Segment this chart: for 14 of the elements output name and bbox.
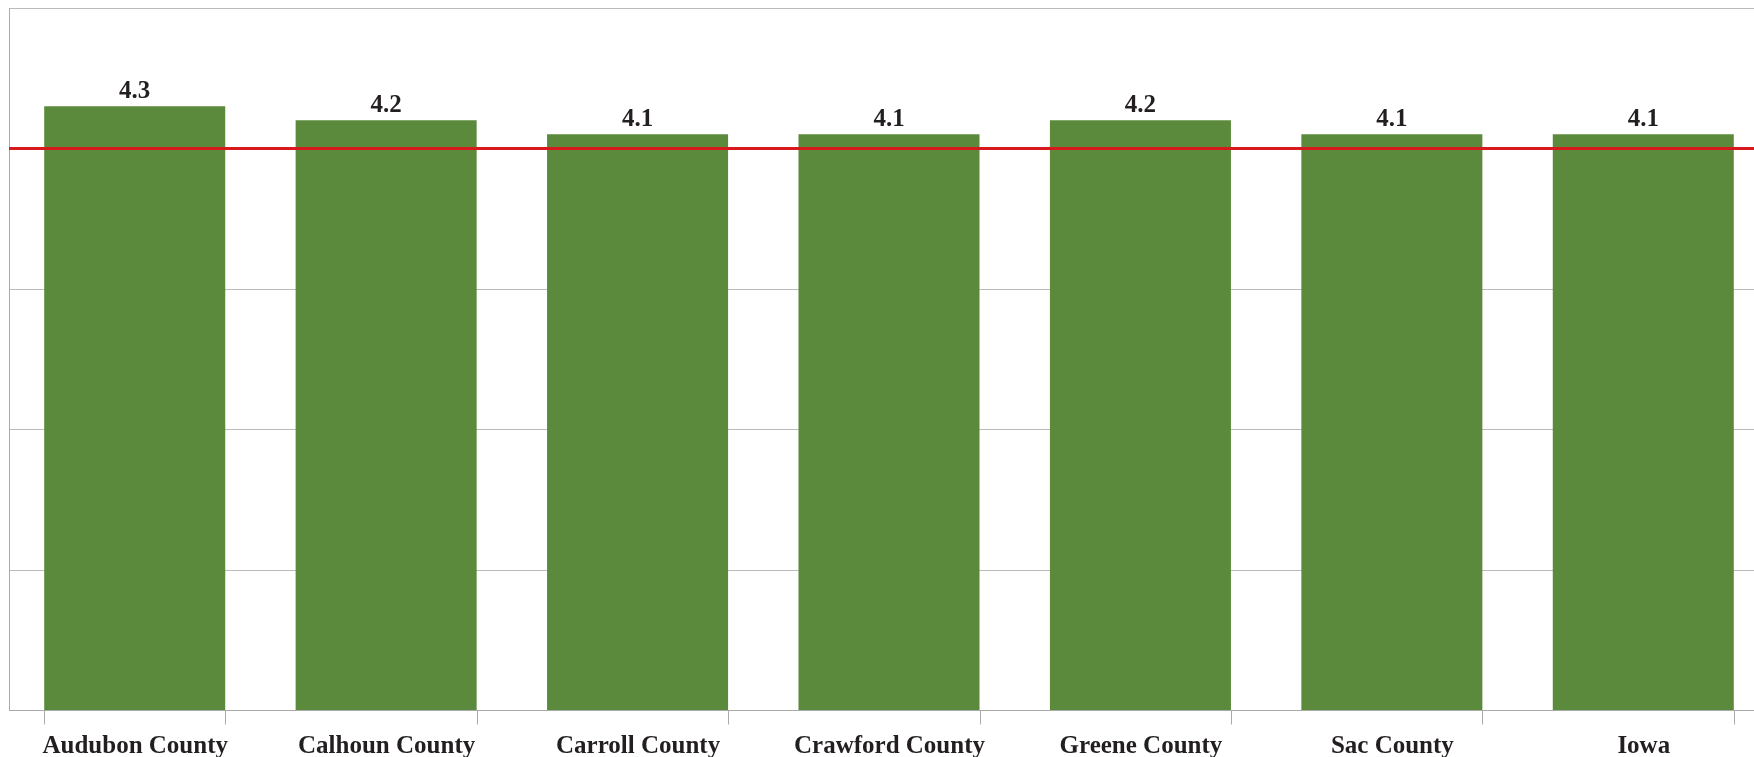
- x-tick-label: Sac County: [1330, 730, 1455, 757]
- x-tick-label: Audubon County: [42, 730, 229, 757]
- x-tick-label: Greene County: [1059, 730, 1223, 757]
- data-label: 4.1: [873, 104, 905, 132]
- x-tick-label: Crawford County: [794, 730, 986, 757]
- x-tick-label: Iowa: [1617, 730, 1671, 757]
- data-label: 4.1: [1627, 104, 1659, 132]
- x-tick-label: Calhoun County: [298, 730, 476, 757]
- data-label: 4.1: [621, 104, 654, 132]
- data-label: 4.2: [370, 90, 402, 118]
- data-label: 4.3: [119, 76, 151, 104]
- data-label: 4.1: [1376, 104, 1408, 132]
- data-label: 4.2: [1124, 90, 1157, 118]
- x-tick-label: Carroll County: [556, 730, 721, 757]
